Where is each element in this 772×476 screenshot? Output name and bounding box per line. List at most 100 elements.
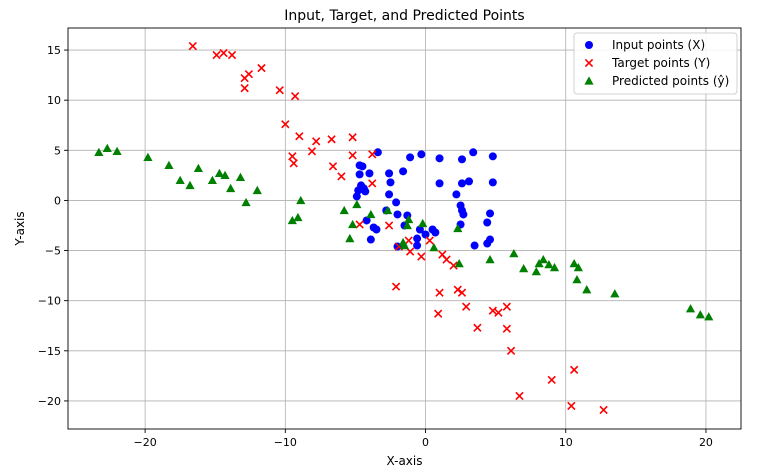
predicted-point xyxy=(418,218,428,228)
target-points xyxy=(188,41,608,415)
predicted-point xyxy=(509,248,519,258)
target-point xyxy=(355,220,364,229)
predicted-point xyxy=(538,254,548,264)
predicted-point xyxy=(352,199,362,209)
predicted-point xyxy=(544,259,554,269)
input-point xyxy=(373,148,382,157)
input-point xyxy=(457,155,466,164)
input-point xyxy=(421,230,430,239)
legend-label-input: Input points (X) xyxy=(612,38,705,52)
target-point xyxy=(368,150,377,159)
input-point xyxy=(413,234,422,243)
input-point xyxy=(385,169,394,178)
predicted-point xyxy=(685,304,696,313)
target-point xyxy=(288,152,297,161)
x-tick-label: 0 xyxy=(422,436,429,449)
target-point xyxy=(327,135,336,144)
predicted-point xyxy=(241,197,251,207)
target-point xyxy=(337,172,346,181)
input-point xyxy=(393,210,402,219)
target-point xyxy=(227,50,237,60)
chart-title: Input, Target, and Predicted Points xyxy=(284,8,524,24)
predicted-point xyxy=(235,172,246,182)
target-point xyxy=(425,236,434,245)
predicted-point xyxy=(453,223,463,233)
input-point xyxy=(354,186,363,195)
x-tick-label: −10 xyxy=(274,436,297,449)
input-point xyxy=(358,162,367,171)
predicted-point xyxy=(531,267,541,276)
target-point xyxy=(391,282,401,291)
target-point xyxy=(290,92,300,101)
target-point xyxy=(569,365,579,375)
y-tick-label: 5 xyxy=(54,144,61,157)
predicted-point xyxy=(112,146,122,155)
grid-lines xyxy=(68,28,741,429)
target-point xyxy=(567,401,576,411)
y-tick-label: −15 xyxy=(38,345,61,358)
target-point xyxy=(348,133,357,142)
input-point xyxy=(483,239,492,248)
legend-marker-predicted xyxy=(584,76,594,85)
input-point xyxy=(486,209,495,218)
input-point xyxy=(362,216,371,225)
target-point xyxy=(599,405,608,415)
predicted-point xyxy=(164,160,174,170)
predicted-point xyxy=(366,209,376,219)
legend-markers xyxy=(584,41,594,85)
predicted-point xyxy=(220,170,230,180)
target-point xyxy=(312,137,321,146)
predicted-point xyxy=(572,275,582,284)
x-tick-label: 10 xyxy=(559,436,573,449)
input-point xyxy=(406,153,415,162)
axis-ticks: −20 −10 0 10 20 −20 −15 −10 −5 0 5 10 15 xyxy=(38,44,713,449)
predicted-point xyxy=(193,163,203,173)
input-point xyxy=(470,241,479,250)
target-point xyxy=(442,255,451,264)
predicted-point xyxy=(402,220,412,230)
input-point xyxy=(483,218,492,227)
target-point xyxy=(473,323,482,332)
input-point xyxy=(435,179,444,188)
x-tick-label: 20 xyxy=(699,436,713,449)
predicted-point xyxy=(695,310,705,319)
input-point xyxy=(386,178,395,187)
target-point xyxy=(219,48,228,58)
predicted-point xyxy=(214,168,225,178)
target-point xyxy=(212,50,221,60)
predicted-point xyxy=(429,242,439,252)
predicted-point xyxy=(94,147,104,156)
input-point xyxy=(452,190,461,199)
data-points xyxy=(94,41,714,415)
legend-marker-input xyxy=(585,41,593,49)
target-point xyxy=(368,179,377,188)
predicted-point xyxy=(345,233,355,243)
input-point xyxy=(469,148,478,157)
predicted-point xyxy=(296,195,306,205)
predicted-points xyxy=(94,143,714,321)
input-point xyxy=(372,225,381,234)
target-point xyxy=(240,83,249,93)
input-point xyxy=(365,169,374,178)
y-tick-label: −5 xyxy=(45,245,61,258)
target-point xyxy=(453,285,462,294)
target-point xyxy=(417,252,426,261)
input-point xyxy=(392,198,401,207)
y-tick-label: 10 xyxy=(47,94,61,107)
predicted-point xyxy=(207,175,218,185)
target-point xyxy=(462,302,471,311)
target-point xyxy=(506,346,516,355)
target-point xyxy=(433,309,443,318)
predicted-point xyxy=(399,240,410,250)
input-point xyxy=(431,228,440,237)
input-point xyxy=(399,167,408,176)
target-point xyxy=(502,324,512,333)
target-point xyxy=(502,302,512,311)
target-point xyxy=(488,306,497,315)
input-point xyxy=(385,190,394,199)
input-point xyxy=(355,170,364,179)
predicted-point xyxy=(704,312,714,321)
predicted-point xyxy=(610,289,620,298)
predicted-point xyxy=(175,175,185,185)
